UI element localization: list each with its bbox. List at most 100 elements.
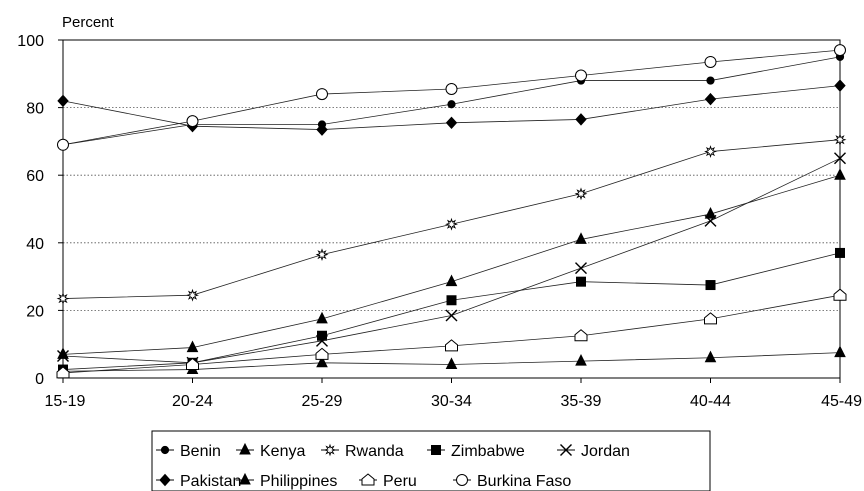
marker-filled-triangle (239, 442, 251, 455)
legend-item-kenya: Kenya (236, 442, 305, 460)
series-line (62, 252, 841, 370)
marker-open-star (445, 217, 458, 231)
legend-label: Benin (180, 443, 221, 460)
marker-open-circle (704, 55, 717, 68)
marker-filled-triangle (575, 232, 587, 244)
marker-filled-square (705, 280, 716, 291)
series-benin (58, 52, 845, 149)
legend-item-peru: Peru (359, 473, 417, 490)
marker-filled-square (431, 445, 441, 455)
marker-filled-circle (160, 445, 170, 455)
series-philippines (57, 168, 846, 359)
marker-open-pentagon (704, 312, 717, 325)
legend-item-burkina-faso: Burkina Faso (453, 473, 571, 490)
marker-filled-diamond (57, 94, 69, 108)
series-jordan (57, 152, 846, 369)
series-rwanda (56, 133, 847, 306)
marker-x (316, 334, 328, 347)
x-tick-label: 25-29 (302, 393, 343, 410)
marker-filled-diamond (704, 92, 717, 106)
marker-open-circle (316, 88, 328, 101)
marker-filled-triangle (445, 357, 458, 369)
marker-open-circle (834, 44, 846, 57)
marker-open-circle (456, 474, 468, 486)
marker-filled-square (576, 276, 586, 287)
marker-open-pentagon (361, 473, 375, 486)
marker-open-star (574, 187, 588, 201)
marker-open-circle (445, 83, 458, 96)
series-burkina-faso (57, 44, 846, 151)
series-zimbabwe (58, 247, 845, 375)
marker-open-star (323, 443, 337, 457)
legend-item-pakistan: Pakistan (156, 473, 241, 490)
marker-open-pentagon (186, 357, 199, 370)
marker-open-pentagon (56, 366, 70, 379)
marker-filled-triangle (316, 311, 328, 324)
legend-item-zimbabwe: Zimbabwe (427, 443, 525, 460)
marker-open-star (704, 145, 717, 158)
series-line (62, 174, 841, 355)
legend-label: Peru (383, 473, 417, 490)
y-tick-label: 0 (35, 371, 44, 388)
x-tick-label: 35-39 (561, 393, 602, 410)
marker-x (834, 152, 846, 165)
tick-labels: 0 20 40 60 80 100 15-19 20-24 25-29 30-34 35-39 40-… (17, 33, 862, 410)
marker-filled-triangle (445, 274, 458, 287)
legend-item-jordan: Jordan (557, 443, 630, 460)
marker-open-pentagon (445, 339, 458, 352)
marker-filled-square (835, 247, 845, 258)
y-tick-label: 40 (26, 236, 44, 253)
marker-open-circle (186, 115, 199, 128)
marker-x (575, 262, 587, 275)
marker-filled-triangle (57, 347, 69, 359)
series-lines (56, 44, 847, 379)
series-peru (56, 288, 847, 379)
marker-x (445, 309, 458, 322)
marker-open-pentagon (574, 329, 588, 342)
marker-open-star (833, 133, 847, 147)
marker-filled-diamond (834, 79, 846, 92)
legend-item-benin: Benin (156, 443, 221, 460)
x-tick-label: 40-44 (690, 393, 731, 410)
legend-label: Philippines (260, 473, 337, 490)
marker-filled-square (317, 330, 327, 341)
legend-label: Zimbabwe (451, 443, 525, 460)
marker-filled-triangle (316, 355, 328, 368)
marker-filled-diamond (316, 123, 328, 136)
axes (58, 39, 841, 383)
marker-open-star (315, 248, 329, 262)
marker-filled-triangle (186, 340, 199, 353)
marker-open-circle (57, 138, 69, 151)
legend-label: Jordan (581, 443, 630, 460)
legend-item-philippines: Philippines (236, 472, 337, 490)
marker-open-star (186, 288, 199, 302)
marker-filled-triangle (834, 345, 846, 358)
marker-filled-circle (447, 100, 456, 109)
marker-open-pentagon (315, 347, 329, 360)
legend-item-rwanda: Rwanda (321, 443, 404, 460)
marker-x (560, 444, 572, 456)
x-tick-label: 20-24 (172, 393, 213, 410)
series-line (62, 157, 841, 364)
legend-label: Pakistan (180, 473, 241, 490)
marker-filled-triangle (704, 206, 717, 219)
marker-filled-diamond (159, 473, 171, 487)
y-tick-label: 100 (17, 33, 44, 50)
y-tick-label: 80 (26, 101, 44, 118)
y-axis-title: Percent (62, 14, 115, 31)
marker-open-circle (575, 69, 587, 82)
marker-filled-square (446, 295, 457, 306)
x-tick-label: 30-34 (431, 393, 472, 410)
marker-filled-triangle (834, 168, 846, 180)
legend-label: Burkina Faso (477, 473, 571, 490)
marker-filled-diamond (575, 113, 587, 126)
legend: Benin Kenya Rwanda Zimbabwe Jordan Pakistan Ph… (151, 430, 711, 491)
x-tick-label: 45-49 (821, 393, 862, 410)
marker-filled-triangle (575, 353, 587, 366)
marker-filled-triangle (239, 472, 251, 485)
legend-label: Kenya (260, 443, 305, 460)
marker-open-star (56, 292, 70, 306)
y-tick-label: 20 (26, 303, 44, 320)
marker-filled-circle (706, 76, 715, 85)
marker-filled-diamond (445, 116, 458, 130)
